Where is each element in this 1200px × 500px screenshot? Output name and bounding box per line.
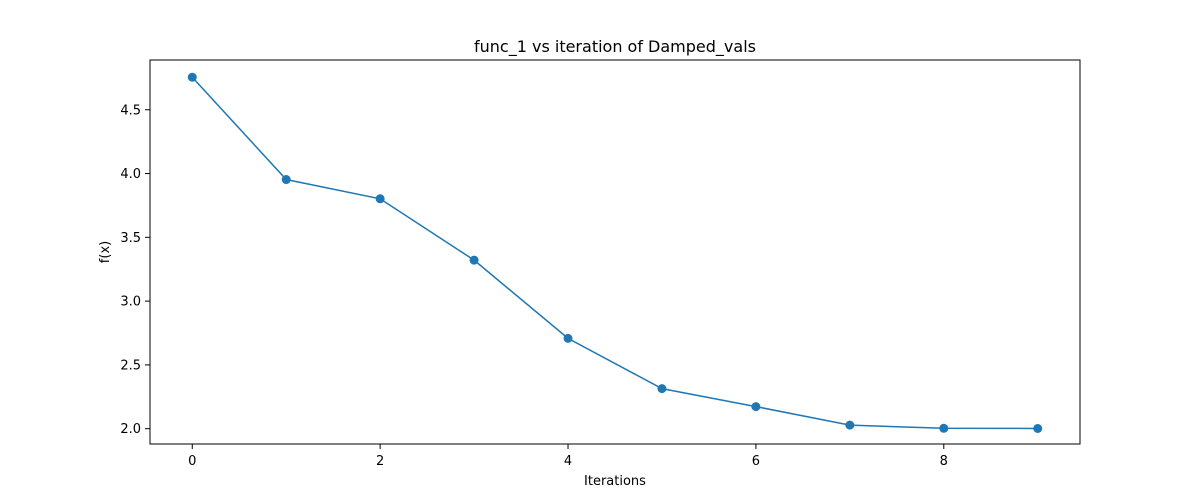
data-point [375, 194, 385, 204]
y-tick-label: 2.0 [120, 422, 141, 437]
y-tick-label: 4.0 [120, 167, 141, 182]
plot-area-frame [149, 59, 1081, 445]
y-tick-label: 2.5 [120, 358, 141, 373]
data-point [939, 423, 949, 433]
data-point [845, 420, 855, 430]
series-points [187, 72, 1043, 433]
data-point [657, 384, 667, 394]
data-point [1033, 423, 1043, 433]
x-tick-label: 6 [752, 454, 760, 469]
x-tick-label: 2 [376, 454, 384, 469]
y-axis-ticks: 2.0 2.5 3.0 3.5 4.0 4.5 [120, 103, 150, 437]
data-point [751, 402, 761, 412]
data-point [187, 72, 197, 82]
x-axis-ticks: 0 2 4 6 8 [188, 444, 948, 469]
x-tick-label: 8 [940, 454, 948, 469]
x-tick-label: 0 [188, 454, 196, 469]
x-axis-label: Iterations [584, 474, 646, 489]
chart-title: func_1 vs iteration of Damped_vals [474, 37, 756, 57]
data-point [281, 175, 291, 185]
y-tick-label: 3.5 [120, 231, 141, 246]
series-line [191, 76, 1038, 430]
y-tick-label: 4.5 [120, 103, 141, 118]
y-tick-label: 3.0 [120, 295, 141, 310]
x-tick-label: 4 [564, 454, 572, 469]
y-axis-label: f(x) [98, 241, 113, 263]
data-point [563, 333, 573, 343]
data-point [469, 255, 479, 265]
